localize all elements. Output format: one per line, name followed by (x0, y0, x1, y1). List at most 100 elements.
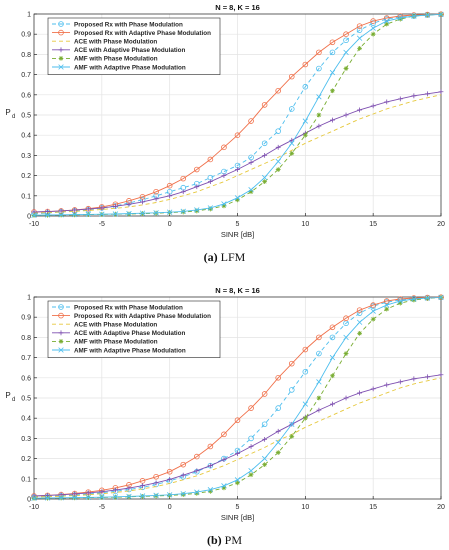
chart-0-series-4-point (194, 208, 200, 214)
chart-0-series-1-point (370, 18, 376, 24)
chart-1-series-5-point (99, 494, 105, 500)
chart-0-legend-label-5: AMF with Adaptive Phase Modulation (74, 64, 186, 71)
chart-1-series-5-point (397, 298, 403, 304)
chart-1-series-1-point (166, 468, 173, 475)
chart-0-legend-label-2: ACE with Phase Modulation (74, 39, 157, 46)
chart-0-series-5-point (234, 195, 241, 201)
chart-1-series-0-point (356, 310, 363, 316)
chart-1-series-4-point (180, 492, 186, 497)
chart-1-series-0-point (261, 421, 268, 428)
chart-1-series-5-point (329, 354, 336, 361)
chart-0-series-5-point (72, 211, 78, 218)
chart-1-series-4-point (194, 490, 200, 496)
chart-1-series-4-point (343, 351, 349, 356)
chart-1-legend: Proposed Rx with Phase Modulation Propose… (47, 300, 221, 358)
chart-1-series-3-point (180, 472, 186, 478)
chart-0-series-5-point (221, 201, 227, 207)
chart-0-series-4-point (302, 132, 308, 138)
chart-1-series-4-point (330, 373, 335, 379)
chart-0-series-4-point (180, 209, 186, 215)
chart-0-series-5-point (289, 140, 295, 146)
chart-0-series-0-point (261, 140, 268, 147)
chart-0-series-5-point (397, 15, 403, 21)
chart-1-series-5-point (234, 477, 241, 483)
chart-b: -10 -5 0 5 10 15 20 0 0.1 0.2 0.3 0.4 0.5 0.6 0.7 0.8 0.… (5, 286, 445, 522)
chart-0-series-3-point (330, 117, 335, 123)
chart-1-series-1-point (383, 298, 390, 304)
chart-1-series-5-point (289, 421, 295, 427)
caption-b-text: PM (224, 533, 242, 547)
chart-1-series-1-point (221, 431, 227, 438)
chart-0-x-tick-label: -5 (99, 221, 105, 228)
chart-0-series-5-point (424, 12, 431, 18)
chart-1-series-5-point (72, 494, 78, 501)
chart-0-series-5-point (126, 210, 132, 217)
chart-0-series-line-0 (33, 13, 442, 215)
chart-0-series-1-point (329, 39, 336, 46)
chart-0-series-3-point (58, 208, 64, 214)
chart-0-legend: Proposed Rx with Phase Modulation Propose… (47, 17, 221, 75)
chart-1-series-5-point (316, 379, 322, 385)
caption-a: (a) LFM (0, 250, 449, 265)
chart-0-series-5-point (166, 209, 173, 215)
chart-0-series-4-point (316, 112, 322, 118)
chart-1-series-4-point (370, 316, 376, 322)
chart-0-y-tick-label: 0.6 (21, 92, 31, 99)
chart-1-series-3-point (167, 477, 173, 482)
chart-1-series-0-point (316, 350, 322, 357)
chart-0-title: N = 8, K = 16 (215, 3, 260, 12)
chart-1-legend-marker-3 (58, 330, 64, 336)
chart-1-y-tick-label: 0.9 (21, 315, 31, 322)
chart-1-series-5-point (112, 494, 119, 500)
chart-0-series-4-point (262, 179, 268, 185)
chart-1-series-3-point (126, 485, 132, 491)
chart-1-series-3-point (384, 382, 390, 388)
chart-1-legend-marker-4 (58, 339, 64, 344)
chart-0-series-5-point (343, 49, 349, 56)
chart-1-series-3-point (438, 372, 444, 378)
chart-1-series-4-point (207, 488, 213, 494)
chart-1-series-3-point (275, 428, 281, 434)
chart-0-series-3-point (113, 203, 118, 209)
chart-1-series-5-point (356, 319, 363, 325)
chart-0-series-5-point (99, 211, 105, 217)
chart-0-series-5-point (180, 208, 186, 215)
chart-0-series-5-point (31, 212, 37, 218)
chart-1-series-3-point (343, 395, 349, 401)
chart-0-legend-label-1: Proposed Rx with Adaptive Phase Modulati… (74, 30, 211, 37)
chart-0-series-1-point (288, 73, 295, 80)
chart-1-series-4-point (275, 450, 281, 455)
chart-1-series-3-point (425, 374, 430, 380)
chart-1-series-3-point (397, 379, 403, 385)
chart-1-series-5-point (31, 495, 37, 501)
chart-0-series-0-point (356, 27, 363, 33)
chart-0-series-3-point (72, 207, 78, 213)
chart-0-y-axis-label: P (5, 108, 10, 117)
chart-0-series-3 (31, 89, 444, 215)
chart-0-legend-marker-4 (58, 56, 64, 61)
chart-0-series-3-point (384, 99, 390, 105)
chart-0-y-tick-label: 0.7 (21, 72, 31, 79)
chart-1-series-5-point (180, 491, 186, 497)
chart-1-y-tick-label: 0 (27, 497, 31, 504)
chart-1-series-0-point (275, 405, 282, 411)
chart-0-series-1-point (194, 166, 200, 173)
chart-0-series-1-point (153, 188, 159, 195)
chart-0-legend-marker-1 (58, 29, 64, 36)
chart-1-y-tick-label: 0.6 (21, 375, 31, 382)
chart-1-series-1-point (153, 473, 159, 480)
chart-0-y-tick-label: 0.8 (21, 52, 31, 59)
chart-0-series-1-point (166, 182, 173, 189)
chart-1-series-1-point (302, 346, 309, 353)
chart-1-series-3-point (357, 390, 362, 396)
chart-1-series-5-point (384, 302, 390, 308)
chart-1-series-line-2 (33, 377, 442, 498)
chart-0-series-5-point (316, 94, 322, 100)
chart-0-series-3-point (411, 93, 417, 99)
chart-0-series-1-point (343, 31, 349, 38)
chart-0-y-axis-label-subscript: d (12, 114, 15, 120)
chart-1-series-3-point (370, 386, 376, 392)
chart-0-series-3-point (99, 205, 105, 211)
chart-1-series-3-point (99, 489, 105, 495)
chart-1-series-3-point (330, 401, 335, 407)
